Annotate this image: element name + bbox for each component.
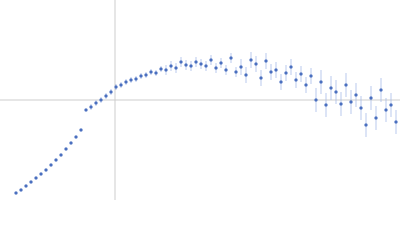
data-point: [354, 93, 358, 97]
data-point: [389, 103, 393, 107]
data-point: [44, 168, 48, 172]
data-point: [369, 96, 373, 100]
data-point: [339, 102, 343, 106]
data-point: [214, 66, 218, 70]
data-point: [309, 74, 313, 78]
data-point: [149, 70, 153, 74]
data-point: [34, 176, 38, 180]
data-point: [344, 83, 348, 87]
data-point: [279, 80, 283, 84]
data-point: [224, 68, 228, 72]
data-point: [359, 106, 363, 110]
data-point: [294, 78, 298, 82]
data-point: [124, 80, 128, 84]
data-point: [94, 101, 98, 105]
data-point: [379, 88, 383, 92]
data-point: [334, 90, 338, 94]
data-point: [299, 72, 303, 76]
data-point: [374, 116, 378, 120]
data-point: [169, 64, 173, 68]
data-point: [274, 68, 278, 72]
data-point: [384, 108, 388, 112]
data-point: [314, 98, 318, 102]
data-point: [289, 65, 293, 69]
data-point: [199, 62, 203, 66]
data-point: [49, 163, 53, 167]
chart: [0, 0, 400, 200]
data-point: [119, 83, 123, 87]
data-point: [189, 64, 193, 68]
data-point: [394, 120, 398, 124]
data-point: [364, 123, 368, 127]
data-point: [104, 94, 108, 98]
data-point: [19, 188, 23, 192]
data-point: [219, 61, 223, 65]
data-point: [329, 86, 333, 90]
data-point: [179, 60, 183, 64]
data-point: [204, 64, 208, 68]
data-point: [319, 80, 323, 84]
data-point: [184, 63, 188, 67]
data-point: [174, 66, 178, 70]
data-point: [74, 135, 78, 139]
data-point: [234, 70, 238, 74]
data-point: [69, 141, 73, 145]
data-point: [89, 105, 93, 109]
data-point: [194, 60, 198, 64]
data-point: [349, 100, 353, 104]
data-point: [229, 56, 233, 60]
data-point: [59, 153, 63, 157]
data-point: [164, 68, 168, 72]
data-point: [209, 58, 213, 62]
data-point: [54, 158, 58, 162]
data-point: [14, 191, 18, 195]
data-point: [259, 76, 263, 80]
data-point: [99, 98, 103, 102]
data-point: [24, 184, 28, 188]
data-point: [264, 59, 268, 63]
data-point: [129, 78, 133, 82]
data-point: [39, 172, 43, 176]
data-point: [139, 74, 143, 78]
data-point: [159, 67, 163, 71]
data-point: [114, 85, 118, 89]
data-point: [269, 70, 273, 74]
data-point: [134, 77, 138, 81]
data-point: [239, 65, 243, 69]
data-point: [304, 83, 308, 87]
data-point: [29, 180, 33, 184]
data-point: [249, 58, 253, 62]
data-point: [324, 103, 328, 107]
data-point: [284, 71, 288, 75]
data-point: [244, 73, 248, 77]
data-point: [84, 108, 88, 112]
data-point: [109, 90, 113, 94]
page: (() => { const data = JSON.parse(documen…: [0, 0, 400, 200]
data-point: [144, 73, 148, 77]
data-point: [254, 62, 258, 66]
data-point: [79, 128, 83, 132]
data-point: [154, 71, 158, 75]
data-point: [64, 147, 68, 151]
